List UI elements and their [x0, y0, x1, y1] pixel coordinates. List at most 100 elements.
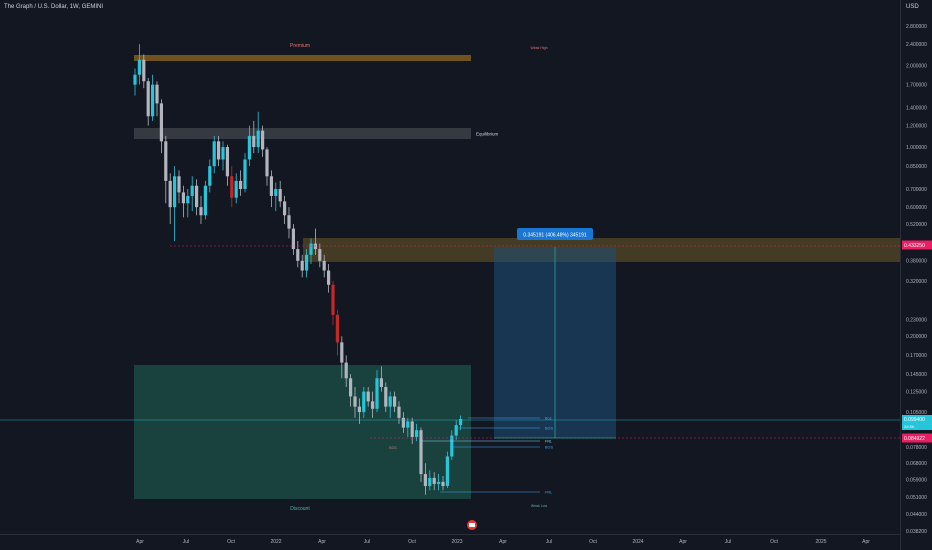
candle: [177, 170, 181, 204]
candle-body: [401, 417, 405, 428]
time-tick-label: Apr: [318, 539, 326, 545]
candle: [357, 398, 361, 424]
candles-layer: [133, 44, 463, 495]
candle: [181, 185, 185, 218]
time-tick-label: 2024: [632, 539, 643, 545]
price-tick-label: 0.520000: [906, 222, 927, 228]
candle-body: [344, 362, 348, 379]
weak-high-label: Weak High: [530, 46, 547, 50]
structure-level-label: BOS: [545, 427, 553, 431]
candle: [335, 310, 339, 356]
price-tick-label: 0.145000: [906, 372, 927, 378]
candle-body: [375, 378, 379, 409]
price-tick-label: 0.700000: [906, 187, 927, 193]
candle: [362, 386, 366, 418]
price-tick-label: 1.000000: [906, 145, 927, 151]
equilibrium-label: Equilibrium: [476, 132, 499, 137]
weak-low-label: Weak Low: [531, 504, 548, 508]
target-price-tag: 0.433250: [904, 243, 925, 249]
candle-body: [177, 176, 181, 193]
time-tick-label: Apr: [679, 539, 687, 545]
candle-body: [137, 59, 141, 75]
price-tick-label: 0.038200: [906, 529, 927, 535]
candle: [450, 430, 454, 460]
candle-body: [234, 180, 238, 198]
candle-body: [432, 477, 436, 484]
structure-level-label: BOS: [545, 446, 553, 450]
discount-label: Discount: [290, 506, 310, 512]
candle-body: [190, 185, 194, 196]
candle: [296, 240, 300, 268]
candle: [217, 135, 221, 167]
candle: [208, 159, 212, 193]
premium-label: Premium: [290, 43, 310, 49]
candle-body: [459, 419, 463, 426]
candle: [243, 153, 247, 193]
candle: [164, 135, 168, 204]
candle-body: [159, 103, 163, 142]
projection-tooltip: 0.345191 (406.48%) 345191: [517, 228, 593, 240]
candle-body: [327, 270, 331, 285]
candle-body: [454, 425, 458, 436]
price-tick-label: 0.078000: [906, 445, 927, 451]
candle: [454, 420, 458, 440]
price-tick-label: 0.068000: [906, 461, 927, 467]
projection-tooltip-text: 0.345191 (406.48%) 345191: [523, 233, 587, 239]
current-price-tag-bg: [902, 415, 932, 430]
candle-body: [274, 189, 278, 196]
candle-body: [335, 314, 339, 343]
time-tick-label: 2023: [451, 539, 462, 545]
candle: [269, 170, 273, 208]
candle: [441, 475, 445, 491]
price-tick-label: 2.400000: [906, 42, 927, 48]
candle: [146, 77, 150, 126]
time-tick-label: Apr: [499, 539, 507, 545]
equilibrium-zone: [134, 128, 471, 139]
candle: [327, 263, 331, 293]
candle: [225, 144, 229, 186]
price-tick-label: 1.400000: [906, 105, 927, 111]
candle: [195, 179, 199, 216]
candle-body: [353, 396, 357, 407]
candle: [344, 355, 348, 387]
candle-body: [340, 342, 344, 363]
candle-body: [410, 421, 414, 437]
candle: [309, 238, 313, 264]
candle: [445, 451, 449, 489]
candle: [168, 173, 172, 224]
price-tick-label: 0.380000: [906, 259, 927, 265]
candle: [353, 386, 357, 418]
candle: [331, 281, 335, 326]
candle-body: [384, 386, 388, 407]
candle: [349, 374, 353, 407]
candle: [410, 417, 414, 445]
price-axis-divider: [900, 0, 901, 550]
candle-body: [199, 207, 203, 216]
candle: [261, 125, 265, 157]
price-tick-label: 0.059000: [906, 478, 927, 484]
candle-body: [419, 430, 423, 475]
candle-body: [247, 135, 251, 160]
candle-body: [212, 141, 216, 167]
candle: [133, 68, 137, 96]
price-axis: 2.800000 2.400000 2.000000 1.700000 1.400000…: [902, 24, 932, 535]
candle: [186, 189, 190, 218]
candle-body: [322, 260, 326, 271]
current-price-tag: 0.099400: [904, 417, 925, 423]
candle-body: [151, 84, 155, 117]
candle: [234, 173, 238, 204]
price-tick-label: 2.800000: [906, 24, 927, 30]
candle: [388, 391, 392, 418]
candle-body: [252, 135, 256, 148]
candle-body: [221, 147, 225, 160]
candle-body: [441, 481, 445, 487]
candle-body: [230, 176, 234, 198]
time-tick-label: Jul: [725, 539, 731, 545]
structure-level-label: Bos: [545, 417, 552, 421]
candle-body: [225, 147, 229, 177]
entry-price-tag: 0.084922: [904, 436, 925, 442]
candle: [300, 254, 304, 278]
time-tick-label: Apr: [136, 539, 144, 545]
candle-body: [406, 421, 410, 428]
